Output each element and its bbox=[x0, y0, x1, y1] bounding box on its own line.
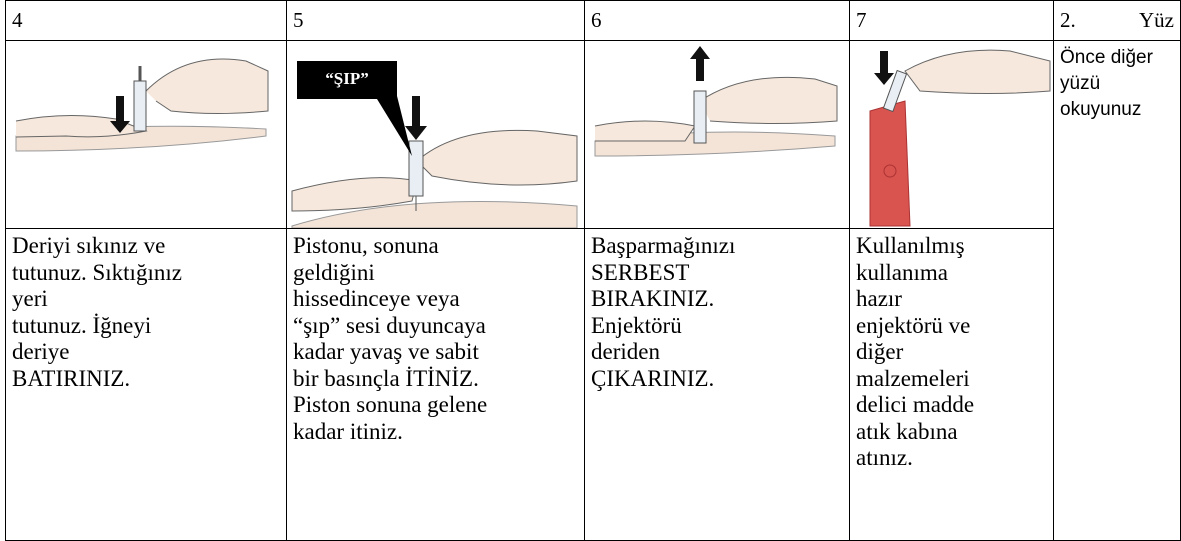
text-line: kadar yavaş ve sabit bbox=[293, 339, 479, 364]
step-number: 7 bbox=[849, 0, 1054, 41]
illustration bbox=[5, 40, 287, 229]
text-line: Kullanılmış bbox=[856, 233, 965, 258]
text-line: yeri bbox=[12, 286, 48, 311]
text-line: Enjektörü bbox=[591, 312, 682, 338]
step-number: 5 bbox=[286, 0, 585, 41]
text-line: atınız. bbox=[856, 445, 913, 470]
text-line: tutunuz. İğneyi bbox=[12, 312, 152, 338]
text-line: atık kabına bbox=[856, 418, 958, 444]
text-line: kadar itiniz. bbox=[293, 418, 403, 444]
text-line: enjektörü ve bbox=[856, 312, 971, 338]
text-line: kullanıma bbox=[856, 259, 948, 285]
instruction: Başparmağınızı SERBEST BIRAKINIZ. Enjektörü… bbox=[584, 228, 850, 541]
text-line: yüzü bbox=[1060, 73, 1101, 94]
illustration-4 bbox=[15, 58, 269, 152]
step-number: 4 bbox=[5, 0, 287, 41]
illustration: “ŞIP” bbox=[286, 40, 585, 229]
instruction: Deriyi sıkınız ve tutunuz. Sıktığınız yeri… bbox=[5, 228, 287, 541]
text-line: Deriyi sıkınız ve bbox=[12, 233, 166, 258]
text-line: deriden bbox=[591, 339, 660, 364]
text-line: BIRAKINIZ. bbox=[591, 286, 715, 311]
side-label: Yüz bbox=[1139, 8, 1174, 32]
sound-label: “ŞIP” bbox=[325, 69, 368, 88]
text-line: tutunuz. Sıktığınız bbox=[12, 259, 182, 285]
text-line: malzemeleri bbox=[856, 365, 970, 391]
text-line: okuyunuz bbox=[1060, 99, 1142, 120]
text-line: Pistonu, sonuna bbox=[293, 233, 439, 258]
text-line: diğer bbox=[856, 339, 904, 364]
instruction: Kullanılmış kullanıma hazır enjektörü ve diğ… bbox=[849, 228, 1054, 541]
text-line: hissedinceye veya bbox=[293, 286, 460, 311]
text-line: hazır bbox=[856, 286, 902, 311]
step-number: 6 bbox=[584, 0, 850, 41]
illustration-7 bbox=[869, 49, 1051, 227]
text-line: Başparmağınızı bbox=[591, 233, 736, 258]
illustration-6 bbox=[594, 46, 838, 157]
text-line: deriye bbox=[12, 339, 70, 364]
text-line: “şıp” sesi duyuncaya bbox=[293, 312, 486, 338]
text-line: bir basınçla İTİNİZ. bbox=[293, 365, 479, 391]
instruction: Pistonu, sonuna geldiğini hissedinceye vey… bbox=[286, 228, 585, 541]
instruction-table: 4 5 6 7 2. Yüz “ŞIP” Önce diğer yüzü okuyun… bbox=[5, 0, 1181, 541]
side-number: 2. bbox=[1060, 8, 1076, 32]
illustration bbox=[584, 40, 850, 229]
illustration bbox=[849, 40, 1054, 229]
text-line: geldiğini bbox=[293, 259, 375, 285]
text-line: BATIRINIZ. bbox=[12, 365, 131, 391]
text-line: SERBEST bbox=[591, 259, 690, 285]
text-line: Önce diğer bbox=[1060, 47, 1153, 68]
side-note: Önce diğer yüzü okuyunuz bbox=[1053, 40, 1181, 541]
illustration-5: “ŞIP” bbox=[291, 61, 578, 228]
text-line: delici madde bbox=[856, 392, 975, 417]
text-line: Piston sonuna gelene bbox=[293, 392, 488, 417]
text-line: ÇIKARINIZ. bbox=[591, 365, 715, 391]
side-header: 2. Yüz bbox=[1053, 0, 1181, 41]
